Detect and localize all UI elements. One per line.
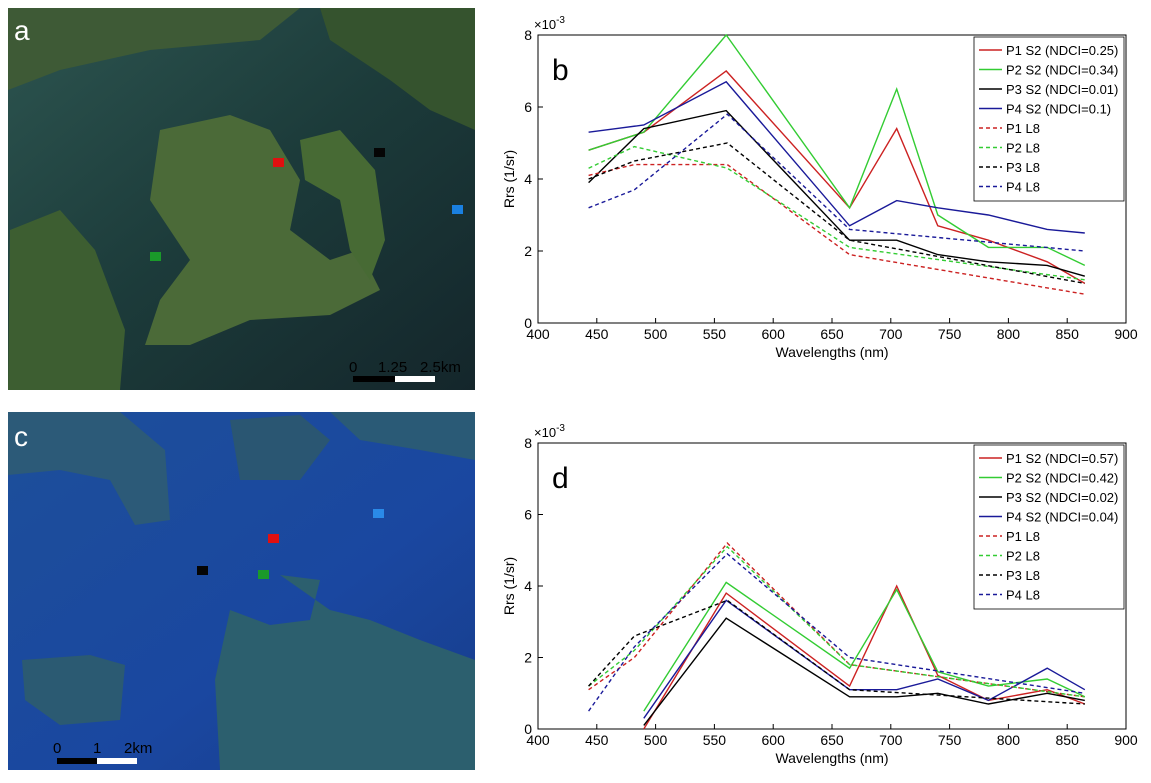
y-tick-label: 6 — [524, 99, 532, 115]
y-tick-label: 8 — [524, 435, 532, 451]
marker-p3 — [197, 566, 208, 575]
scale-label: 0 — [349, 359, 357, 376]
scale-label: 1 — [93, 740, 101, 757]
legend-label: P3 S2 (NDCI=0.02) — [1006, 490, 1118, 505]
scale-bar — [353, 376, 395, 382]
y-tick-label: 2 — [524, 650, 532, 666]
y-tick-label: 4 — [524, 171, 532, 187]
legend: P1 S2 (NDCI=0.57) P2 S2 (NDCI=0.42) P3 S2 … — [974, 445, 1124, 609]
legend-label: P4 L8 — [1006, 180, 1040, 195]
marker-p2 — [150, 252, 161, 261]
scale-bar — [57, 758, 97, 764]
legend-label: P3 S2 (NDCI=0.01) — [1006, 82, 1118, 97]
marker-p4 — [373, 509, 384, 518]
y-tick-label: 6 — [524, 507, 532, 523]
panel-label: d — [552, 462, 569, 495]
x-tick-label: 900 — [1114, 732, 1138, 748]
x-tick-label: 600 — [762, 326, 786, 342]
y-multiplier-exponent: -3 — [556, 15, 565, 26]
legend-label: P1 S2 (NDCI=0.25) — [1006, 43, 1118, 58]
panel-label: a — [14, 15, 30, 46]
scale-label: 2km — [124, 740, 152, 757]
legend-label: P2 L8 — [1006, 141, 1040, 156]
legend-label: P1 L8 — [1006, 121, 1040, 136]
legend: P1 S2 (NDCI=0.25) P2 S2 (NDCI=0.34) P3 S2 … — [974, 37, 1124, 201]
x-tick-label: 750 — [938, 732, 962, 748]
x-tick-label: 800 — [997, 732, 1021, 748]
x-tick-label: 750 — [938, 326, 962, 342]
satellite-image-c: c 0 1 2km — [8, 412, 475, 770]
marker-p1 — [273, 158, 284, 167]
panel-label: c — [14, 421, 28, 452]
legend-label: P4 L8 — [1006, 588, 1040, 603]
x-tick-label: 450 — [585, 326, 609, 342]
marker-p4 — [452, 205, 463, 214]
y-axis-label: Rrs (1/sr) — [501, 150, 517, 208]
y-axis-label: Rrs (1/sr) — [501, 557, 517, 615]
x-tick-label: 700 — [879, 326, 903, 342]
y-multiplier-exponent: -3 — [556, 423, 565, 434]
panel-label: b — [552, 54, 569, 87]
y-tick-label: 0 — [524, 721, 532, 737]
y-tick-label: 4 — [524, 578, 532, 594]
scale-label: 1.25 — [378, 359, 407, 376]
x-tick-label: 550 — [703, 732, 727, 748]
x-tick-label: 500 — [644, 326, 668, 342]
x-axis-label: Wavelengths (nm) — [775, 750, 888, 766]
satellite-image-a: a 0 1.25 2.5km — [8, 8, 475, 390]
scale-label: 2.5km — [420, 359, 461, 376]
x-tick-label: 500 — [644, 732, 668, 748]
marker-p3 — [374, 148, 385, 157]
marker-p2 — [258, 570, 269, 579]
x-tick-label: 850 — [1056, 732, 1080, 748]
y-multiplier: ×10-3 — [534, 423, 565, 440]
legend-label: P4 S2 (NDCI=0.1) — [1006, 102, 1111, 117]
x-tick-label: 450 — [585, 732, 609, 748]
y-tick-label: 0 — [524, 315, 532, 331]
scale-label: 0 — [53, 740, 61, 757]
x-tick-label: 550 — [703, 326, 727, 342]
scale-bar — [97, 758, 137, 764]
x-tick-label: 850 — [1056, 326, 1080, 342]
x-tick-label: 800 — [997, 326, 1021, 342]
x-tick-label: 650 — [820, 326, 844, 342]
scale-bar — [395, 376, 435, 382]
x-tick-label: 900 — [1114, 326, 1138, 342]
legend-label: P3 L8 — [1006, 160, 1040, 175]
legend-label: P1 S2 (NDCI=0.57) — [1006, 451, 1118, 466]
x-tick-label: 650 — [820, 732, 844, 748]
legend-label: P2 S2 (NDCI=0.42) — [1006, 471, 1118, 486]
legend-label: P4 S2 (NDCI=0.04) — [1006, 510, 1118, 525]
legend-label: P3 L8 — [1006, 568, 1040, 583]
x-tick-label: 600 — [762, 732, 786, 748]
figure: a 0 1.25 2.5km c 0 1 2km 400450500550600… — [0, 0, 1151, 778]
legend-label: P2 L8 — [1006, 549, 1040, 564]
y-multiplier-base: ×10 — [534, 425, 556, 440]
x-axis-label: Wavelengths (nm) — [775, 344, 888, 360]
marker-p1 — [268, 534, 279, 543]
series-line — [644, 618, 1085, 725]
y-tick-label: 8 — [524, 27, 532, 43]
legend-label: P2 S2 (NDCI=0.34) — [1006, 63, 1118, 78]
y-multiplier: ×10-3 — [534, 15, 565, 32]
x-tick-label: 700 — [879, 732, 903, 748]
y-multiplier-base: ×10 — [534, 17, 556, 32]
y-tick-label: 2 — [524, 243, 532, 259]
legend-label: P1 L8 — [1006, 529, 1040, 544]
